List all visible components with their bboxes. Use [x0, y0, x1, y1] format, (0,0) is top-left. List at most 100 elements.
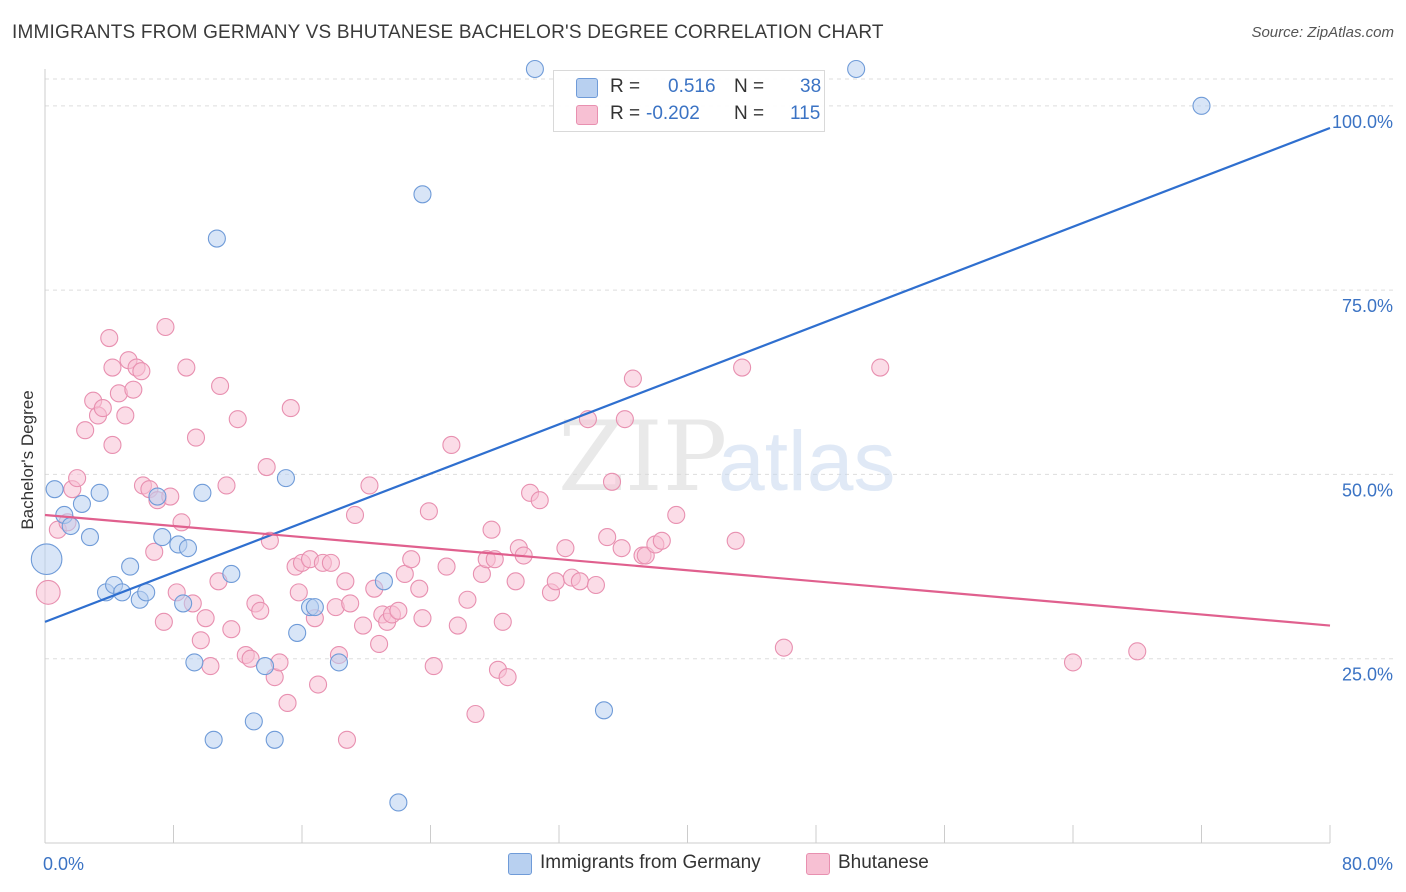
bhutanese-point	[458, 590, 477, 609]
germany-point	[30, 543, 63, 576]
bhutanese-point	[410, 579, 429, 598]
y-tick-label: 100.0%	[1332, 112, 1393, 132]
bottom-legend-swatch-pink	[806, 853, 830, 875]
bhutanese-point	[442, 435, 461, 454]
bhutanese-point	[103, 435, 122, 454]
bhutanese-point	[726, 531, 745, 550]
bhutanese-point	[413, 609, 432, 628]
legend-swatch-pink	[576, 105, 598, 125]
germany-point	[207, 229, 226, 248]
bhutanese-point	[556, 539, 575, 558]
bhutanese-point	[68, 469, 87, 488]
bhutanese-point	[281, 399, 300, 418]
bhutanese-point	[370, 634, 389, 654]
germany-point	[276, 469, 295, 488]
axes	[44, 69, 1331, 844]
germany-point	[256, 657, 275, 676]
gridlines	[45, 78, 1395, 660]
bhutanese-point	[321, 553, 340, 572]
germany-point	[305, 598, 324, 617]
legend-n-label: N =	[734, 103, 765, 124]
germany-point	[389, 793, 408, 812]
bhutanese-point	[337, 730, 357, 749]
germany-point	[80, 528, 100, 547]
germany-point	[288, 623, 307, 642]
bhutanese-point	[623, 369, 642, 388]
bhutanese-point	[124, 380, 143, 399]
germany-point	[329, 653, 348, 672]
bhutanese-point	[76, 421, 95, 440]
germany-points	[30, 59, 1211, 812]
bhutanese-point	[309, 675, 328, 694]
bottom-legend-label-blue: Immigrants from Germany	[540, 852, 761, 873]
germany-trendline	[44, 126, 1331, 623]
germany-point	[244, 712, 263, 731]
germany-point	[148, 487, 167, 506]
bhutanese-point	[602, 472, 622, 491]
bhutanese-point	[201, 657, 220, 676]
germany-point	[121, 557, 140, 576]
bhutanese-point	[733, 358, 752, 377]
bhutanese-point	[530, 491, 549, 510]
bhutanese-point	[345, 505, 365, 525]
bhutanese-point	[448, 616, 467, 635]
bottom-legend-label-pink: Bhutanese	[838, 852, 929, 873]
germany-point	[193, 483, 212, 502]
bhutanese-point	[1063, 653, 1083, 672]
germany-point	[61, 516, 80, 536]
bhutanese-point	[191, 631, 210, 650]
legend-r-value-blue: 0.516	[668, 76, 716, 97]
bhutanese-point	[156, 317, 175, 337]
bhutanese-point	[103, 358, 122, 377]
bhutanese-point	[389, 601, 408, 620]
bhutanese-point	[196, 609, 215, 628]
bhutanese-point	[211, 376, 230, 396]
bhutanese-point	[353, 616, 373, 635]
bhutanese-point	[35, 579, 61, 605]
bhutanese-point	[667, 505, 686, 525]
bhutanese-point	[498, 668, 517, 687]
germany-point	[204, 730, 223, 749]
bhutanese-point	[228, 410, 247, 429]
bhutanese-point	[424, 657, 443, 676]
trendlines	[44, 126, 1331, 627]
bhutanese-point	[506, 572, 525, 591]
germany-point	[525, 59, 544, 79]
germany-point	[90, 483, 109, 502]
tick-labels: 25.0% 50.0% 75.0% 100.0% 0.0% 80.0%	[43, 112, 1393, 874]
bhutanese-point	[154, 612, 173, 631]
germany-point	[185, 653, 204, 672]
chart-title: IMMIGRANTS FROM GERMANY VS BHUTANESE BAC…	[12, 22, 884, 43]
bhutanese-point	[100, 329, 119, 348]
bhutanese-point	[257, 458, 276, 477]
bhutanese-point	[93, 399, 112, 418]
bhutanese-point	[598, 528, 617, 547]
bhutanese-trendline	[44, 513, 1331, 627]
bhutanese-point	[336, 572, 355, 591]
bhutanese-point	[289, 583, 308, 602]
bhutanese-point	[278, 693, 297, 712]
source-label: Source: ZipAtlas.com	[1251, 24, 1394, 41]
legend-swatch-blue	[576, 78, 598, 98]
germany-point	[1192, 96, 1211, 115]
bhutanese-point	[466, 704, 485, 724]
bhutanese-point	[241, 649, 260, 668]
bhutanese-point	[116, 406, 135, 425]
legend-n-value-pink: 115	[790, 103, 821, 124]
bhutanese-point	[402, 550, 421, 569]
germany-point	[45, 480, 64, 499]
legend-r-value-pink: -0.202	[646, 103, 700, 124]
bhutanese-point	[341, 594, 360, 613]
bhutanese-point	[871, 358, 890, 377]
bhutanese-point	[493, 612, 512, 631]
bhutanese-point	[774, 638, 793, 657]
correlation-legend: R = 0.516 N = 38 R = -0.202 N = 115	[553, 70, 825, 132]
bhutanese-point	[177, 358, 196, 377]
bhutanese-point	[419, 502, 438, 521]
bhutanese-point	[482, 520, 501, 539]
bhutanese-point	[652, 531, 671, 550]
bhutanese-points	[35, 317, 1147, 749]
bhutanese-point	[145, 542, 164, 561]
bhutanese-point	[612, 539, 631, 558]
